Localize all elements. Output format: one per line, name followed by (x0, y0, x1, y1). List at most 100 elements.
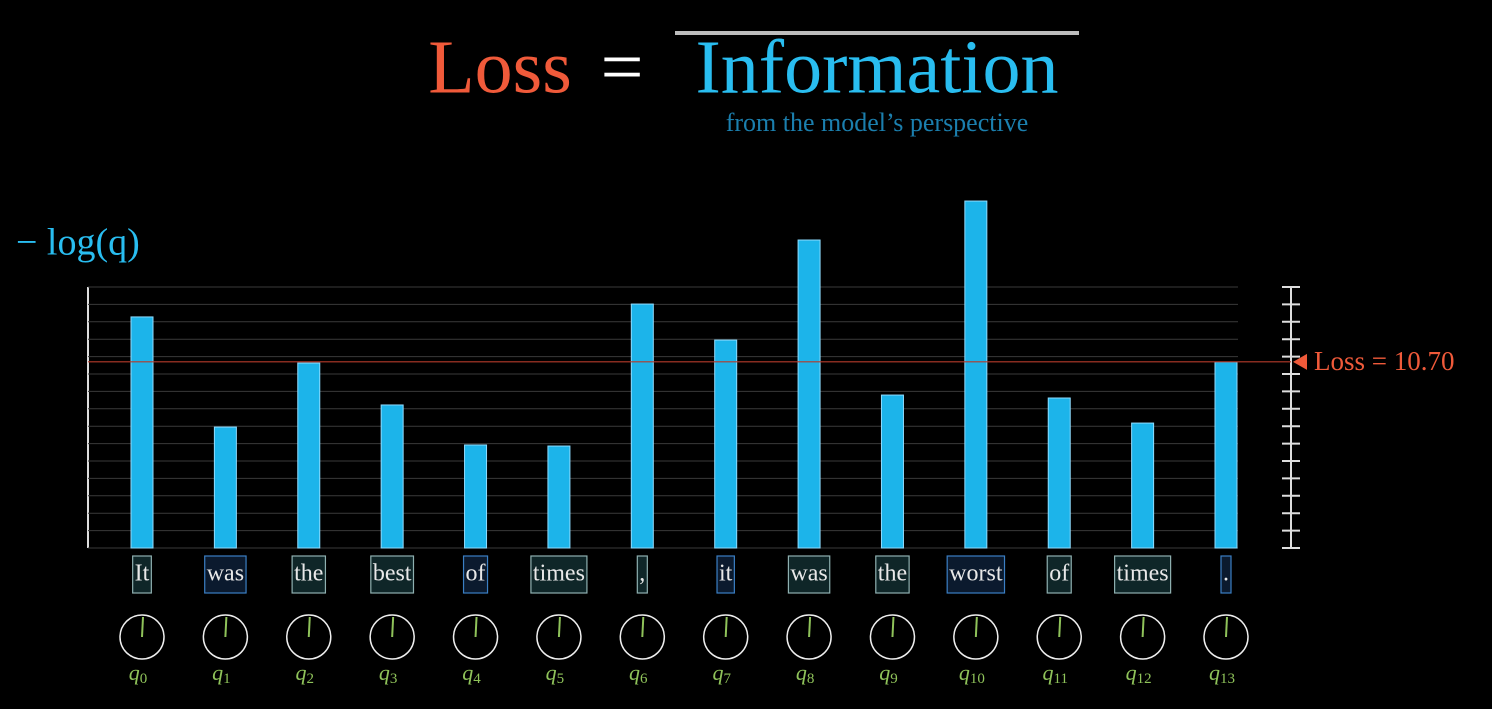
token-label: of (1049, 561, 1069, 587)
dial-needle (474, 616, 478, 638)
probability-dial (702, 614, 749, 660)
q-symbol: q (1209, 660, 1220, 685)
bar (714, 339, 738, 549)
token-box (530, 555, 588, 594)
dial-needle (724, 616, 728, 638)
token-label: was (207, 561, 244, 587)
probability-dial (1119, 614, 1166, 660)
probability-dial (953, 614, 999, 660)
token-box (291, 555, 327, 594)
bar (547, 445, 571, 549)
probability-label: q9 (879, 660, 898, 687)
q-index: 13 (1220, 671, 1235, 687)
dial-needle (1225, 616, 1228, 638)
probability-label: q4 (462, 660, 481, 687)
probability-label: q10 (959, 660, 985, 687)
q-symbol: q (879, 660, 890, 685)
q-index: 7 (723, 671, 731, 687)
token-label: of (466, 561, 486, 587)
token-box (132, 555, 152, 594)
probability-label: q11 (1043, 660, 1068, 687)
bar (880, 394, 904, 549)
probability-label: q2 (296, 660, 315, 687)
dial-needle (1058, 616, 1062, 638)
q-index: 9 (890, 671, 898, 687)
dial-needle (1141, 616, 1145, 638)
title-equals: = (601, 25, 644, 109)
probability-dial (202, 614, 249, 660)
q-symbol: q (796, 660, 807, 685)
token-label: the (878, 561, 907, 587)
token-label: it (719, 561, 733, 587)
bar (380, 404, 404, 549)
title-information: Information (695, 25, 1058, 109)
token-box (1046, 555, 1072, 594)
probability-label: q1 (212, 660, 231, 687)
dial-needle (808, 616, 812, 638)
title-loss: Loss (428, 25, 572, 109)
q-index: 2 (307, 671, 315, 687)
probability-dial (369, 614, 415, 660)
dial-needle (141, 616, 144, 638)
probability-dial (619, 614, 666, 660)
token-label: best (373, 561, 412, 587)
probability-label: q12 (1126, 660, 1152, 687)
q-index: 5 (557, 671, 565, 687)
q-symbol: q (379, 660, 390, 685)
token-box (204, 555, 247, 594)
token-label: was (790, 561, 827, 587)
q-symbol: q (296, 660, 307, 685)
bar (1131, 422, 1155, 549)
token-label: worst (949, 561, 1003, 587)
bar (630, 303, 654, 549)
dial-needle (557, 616, 561, 638)
probability-label: q0 (129, 660, 148, 687)
probability-dial (869, 614, 916, 660)
bar (964, 200, 988, 549)
bar (797, 239, 821, 549)
token-label: times (533, 561, 585, 587)
bar (213, 426, 237, 549)
probability-dial (286, 614, 332, 660)
probability-dial (1203, 614, 1249, 660)
probability-label: q8 (796, 660, 815, 687)
bar (464, 444, 488, 549)
q-symbol: q (629, 660, 640, 685)
dial-needle (974, 616, 978, 638)
q-symbol: q (129, 660, 140, 685)
q-index: 11 (1054, 671, 1068, 687)
y-axis-label: − log(q) (16, 222, 140, 264)
probability-dial (452, 614, 499, 660)
token-label: It (135, 561, 150, 587)
dial-needle (391, 616, 395, 638)
token-label: the (294, 561, 323, 587)
q-index: 10 (970, 671, 985, 687)
loss-label: Loss = 10.70 (1314, 346, 1454, 376)
token-box (462, 555, 489, 594)
q-symbol: q (959, 660, 970, 685)
q-symbol: q (712, 660, 723, 685)
q-symbol: q (212, 660, 223, 685)
dial-needle (891, 616, 895, 638)
probability-dial (119, 614, 165, 660)
probability-dial (786, 614, 832, 660)
bar (1047, 397, 1071, 549)
token-box (716, 555, 735, 594)
token-box (1220, 555, 1232, 594)
dial-needle (224, 616, 228, 638)
token-label: . (1223, 561, 1229, 587)
token-label: , (639, 561, 645, 587)
bar (1214, 361, 1238, 549)
dial-needle (641, 616, 645, 638)
q-symbol: q (1043, 660, 1054, 685)
token-box (370, 555, 415, 594)
probability-dial (536, 614, 582, 660)
q-index: 8 (807, 671, 815, 687)
q-index: 4 (473, 671, 481, 687)
q-index: 0 (140, 671, 148, 687)
q-symbol: q (462, 660, 473, 685)
q-index: 1 (223, 671, 231, 687)
probability-label: q13 (1209, 660, 1235, 687)
q-symbol: q (1126, 660, 1137, 685)
